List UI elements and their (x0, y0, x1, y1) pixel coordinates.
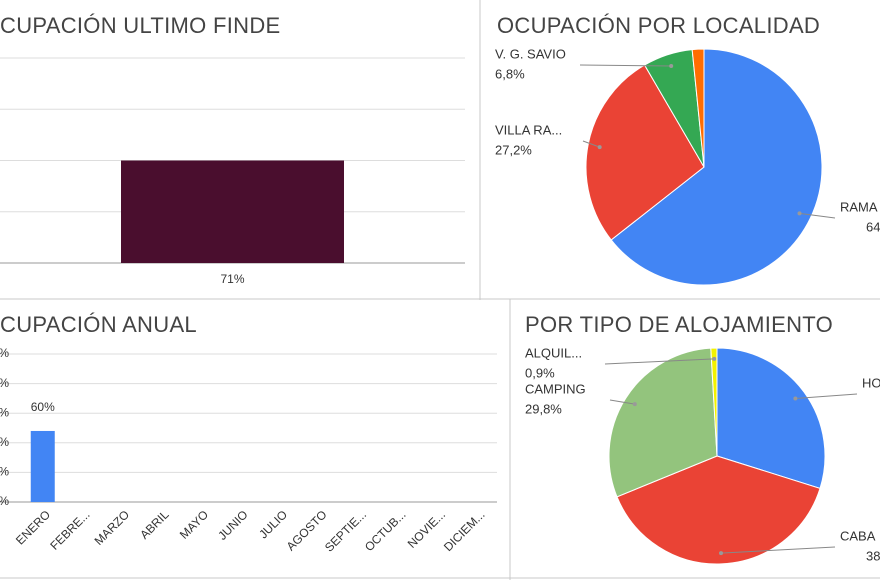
leader-dot (793, 396, 798, 401)
leader-dot (797, 211, 802, 216)
slice-value: 0,9% (525, 365, 555, 380)
x-tick-label: 71% (220, 272, 244, 286)
bar (121, 160, 344, 263)
chart-title: POR TIPO DE ALOJAMIENTO (525, 312, 833, 337)
chart-title: CUPACIÓN ULTIMO FINDE (0, 13, 281, 38)
pie-slice (610, 48, 823, 286)
data-label: 60% (31, 400, 55, 414)
slice-value: 27,2% (495, 142, 532, 157)
leader-line (609, 399, 635, 405)
slice-value: 6,8% (495, 66, 525, 81)
y-tick-label: % (0, 346, 9, 360)
slice-label: CAMPING (525, 381, 586, 396)
pie-slice (710, 347, 718, 457)
leader-dot (719, 551, 724, 556)
slice-label: CABA (840, 528, 876, 543)
pie-slice (585, 64, 705, 241)
chart-title: OCUPACIÓN POR LOCALIDAD (497, 13, 820, 38)
slice-value: 29,8% (525, 401, 562, 416)
slice-value: 64 (866, 219, 880, 234)
leader-dot (597, 145, 602, 150)
y-tick-label: % (0, 435, 9, 449)
chart-title: CUPACIÓN ANUAL (0, 312, 197, 337)
leader-dot (712, 356, 717, 361)
y-tick-label: % (0, 376, 9, 390)
y-tick-label: % (0, 405, 9, 419)
leader-line (721, 546, 836, 554)
leader-line (604, 358, 715, 365)
slice-label: ALQUIL... (525, 345, 582, 360)
leader-line (579, 64, 672, 67)
slice-label: RAMA (840, 199, 878, 214)
pie-slice (716, 347, 826, 490)
leader-line (799, 212, 836, 219)
slice-label: VILLA RA... (495, 122, 562, 137)
leader-line (582, 140, 600, 148)
slice-label: HO (862, 375, 880, 390)
leader-dot (669, 63, 674, 68)
slice-value: 38 (866, 548, 880, 563)
slice-label: V. G. SAVIO (495, 46, 566, 61)
pie-slice (616, 455, 821, 565)
leader-line (795, 393, 858, 399)
leader-dot (632, 402, 637, 407)
y-tick-label: % (0, 465, 9, 479)
bar (30, 430, 55, 502)
pie-slice (691, 48, 705, 168)
y-tick-label: % (0, 494, 9, 508)
pie-slice (608, 347, 718, 498)
